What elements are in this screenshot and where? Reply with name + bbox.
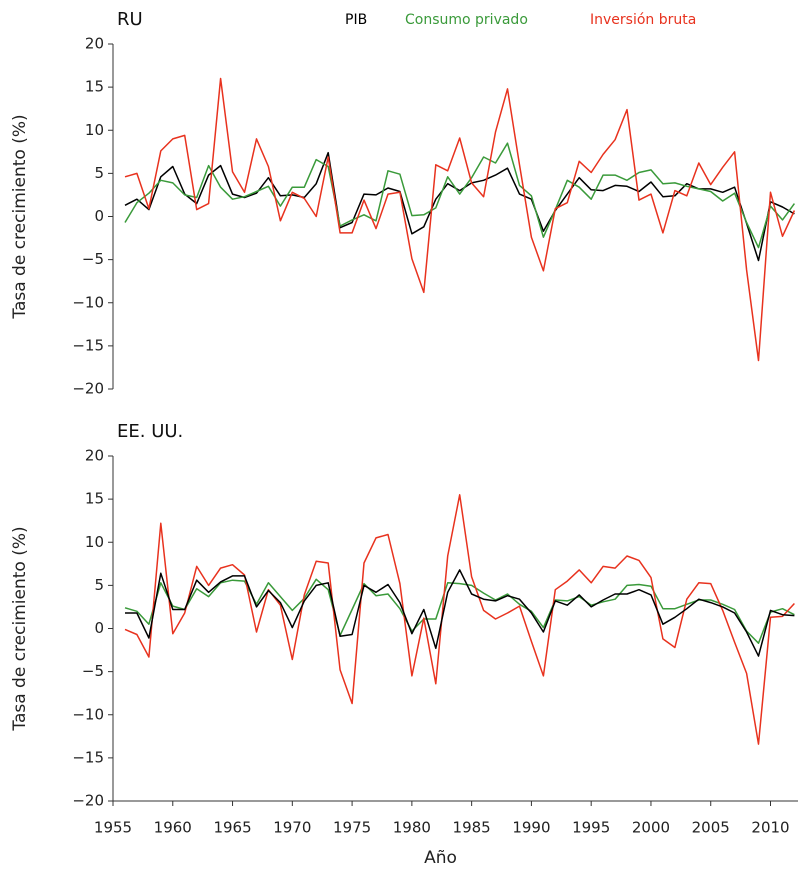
x-tick-label: 1955 [94,819,132,837]
y-tick-label: −20 [72,380,104,398]
y-tick-label: −20 [72,792,104,810]
y-tick-label: 15 [85,490,104,508]
series-line [124,494,795,745]
x-tick-label: 2010 [751,819,789,837]
y-tick-label: −5 [82,250,104,268]
series-line [124,151,795,262]
y-tick-label: 0 [94,619,104,637]
y-axis-label: Tasa de crecimiento (%) [10,114,30,319]
y-axis-label: Tasa de crecimiento (%) [10,526,30,731]
x-axis-label: Año [424,848,457,868]
x-tick-label: 1975 [333,819,371,837]
y-tick-label: 15 [85,78,104,96]
x-tick-label: 1985 [453,819,491,837]
panel-title: EE. UU. [117,421,183,442]
panel-title: RU [117,9,143,30]
y-tick-label: 20 [85,35,104,53]
y-tick-label: 5 [94,576,104,594]
x-tick-label: 1960 [154,819,192,837]
x-tick-label: 1990 [512,819,550,837]
y-tick-label: 10 [85,121,104,139]
y-tick-label: 20 [85,447,104,465]
legend-entry: PIB [345,12,367,28]
y-tick-label: −15 [72,748,104,766]
series-line [124,578,795,644]
x-tick-label: 2005 [692,819,730,837]
y-tick-label: −5 [82,662,104,680]
y-tick-label: 10 [85,533,104,551]
y-tick-label: −10 [72,705,104,723]
y-tick-label: −10 [72,293,104,311]
y-tick-label: 5 [94,164,104,182]
series-line [124,142,796,249]
x-tick-label: 2000 [632,819,670,837]
series-line [125,569,795,657]
x-tick-label: 1995 [572,819,610,837]
series-line [124,77,796,362]
y-tick-label: 0 [94,207,104,225]
x-tick-label: 1965 [213,819,251,837]
x-tick-label: 1970 [273,819,311,837]
x-tick-label: 1980 [393,819,431,837]
y-tick-label: −15 [72,336,104,354]
legend-entry: Consumo privado [405,12,528,28]
legend-entry: Inversión bruta [590,12,696,28]
